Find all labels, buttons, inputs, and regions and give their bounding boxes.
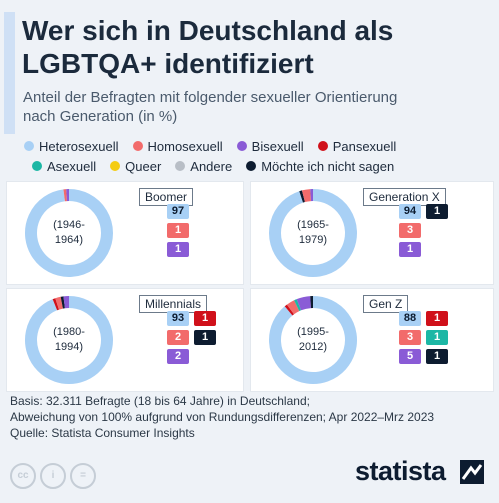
legend-item-0: Heterosexuell xyxy=(24,139,119,154)
value-badge-3-4: 5 xyxy=(399,349,421,364)
value-badge-2-3: 1 xyxy=(194,330,216,345)
legend-item-4: Asexuell xyxy=(32,159,96,174)
legend-swatch-2 xyxy=(236,141,247,151)
value-badge-2-2: 2 xyxy=(167,330,189,345)
footer-source: Quelle: Statista Consumer Insights xyxy=(10,426,195,440)
legend-label-1: Homosexuell xyxy=(147,138,223,154)
attribution-icon[interactable]: i xyxy=(40,463,66,489)
legend-item-6: Andere xyxy=(175,159,232,174)
donut-slice-1-2 xyxy=(301,189,312,203)
generation-label-0: Boomer xyxy=(139,188,194,206)
value-badge-0-1: 1 xyxy=(167,223,189,238)
legend-label-3: Pansexuell xyxy=(332,138,397,154)
legend-swatch-0 xyxy=(24,141,34,151)
chart-subtitle: Anteil der Befragten mit folgender sexue… xyxy=(23,88,493,126)
title-accent-bar xyxy=(4,12,15,134)
donut-chart-0 xyxy=(25,189,113,277)
license-icons: cc i = xyxy=(10,463,96,489)
generation-years-3: (1995- 2012) xyxy=(277,325,349,355)
value-badge-3-5: 1 xyxy=(426,349,448,364)
donut-slice-3-2 xyxy=(286,300,300,315)
legend-item-5: Queer xyxy=(110,159,161,174)
legend-swatch-5 xyxy=(110,161,121,171)
donut-chart-1 xyxy=(269,189,357,277)
generation-label-2: Millennials xyxy=(139,295,208,313)
chart-title-line-2: LGBTQA+ identifiziert xyxy=(22,48,314,79)
footer-notes: Basis: 32.311 Befragte (18 bis 64 Jahre)… xyxy=(10,393,495,441)
legend-swatch-4 xyxy=(32,161,42,171)
value-badge-3-2: 3 xyxy=(399,330,421,345)
donut-slice-2-0 xyxy=(25,296,113,384)
donut-chart-2 xyxy=(25,296,113,384)
donut-slice-3-1 xyxy=(284,304,295,316)
legend-label-2: Bisexuell xyxy=(251,138,304,154)
panel-3: (1995- 2012) Gen Z 88 3 5 1 1 1 xyxy=(250,288,494,392)
legend-label-7: Möchte ich nicht sagen xyxy=(261,158,395,174)
legend-item-2: Bisexuell xyxy=(236,138,304,154)
legend: Heterosexuell Homosexuell Bisexuell Pansexu… xyxy=(24,136,494,176)
chart-subtitle-line-1: Anteil der Befragten mit folgender sexue… xyxy=(23,89,398,106)
panel-2: (1980- 1994) Millennials 93 2 2 1 1 xyxy=(6,288,244,392)
generation-years-line-0-0: (1946- xyxy=(53,219,85,231)
chart-title-line-1: Wer sich in Deutschland als xyxy=(22,15,394,46)
donut-slice-3-0 xyxy=(269,296,357,384)
legend-label-6: Andere xyxy=(190,158,233,174)
donut-slice-3-4 xyxy=(296,296,312,311)
panel-0: (1946- 1964) Boomer 97 1 1 xyxy=(6,181,244,285)
brand-logo[interactable]: statista xyxy=(355,456,446,486)
legend-swatch-7 xyxy=(246,161,257,171)
value-badge-1-0: 94 xyxy=(399,204,421,219)
generation-years-line-3-1: 2012) xyxy=(298,341,328,353)
creative-commons-icon[interactable]: cc xyxy=(10,463,36,489)
donut-slice-1-0 xyxy=(269,189,357,277)
generation-years-line-0-1: 1964) xyxy=(54,234,84,246)
generation-years-1: (1965- 1979) xyxy=(277,218,349,248)
donut-slice-0-0 xyxy=(25,189,113,277)
value-badge-3-1: 1 xyxy=(426,311,448,326)
value-badge-2-1: 1 xyxy=(194,311,216,326)
legend-row-2: Asexuell Queer Andere Möchte ich nicht sage… xyxy=(24,156,494,176)
generation-label-1: Generation X xyxy=(363,188,446,206)
footer-deviation: Abweichung von 100% aufgrund von Rundung… xyxy=(10,410,435,424)
legend-item-3: Pansexuell xyxy=(317,138,397,154)
generation-years-line-1-0: (1965- xyxy=(297,219,329,231)
legend-label-5: Queer xyxy=(125,158,162,174)
chart-title: Wer sich in Deutschland als LGBTQA+ iden… xyxy=(22,14,492,80)
value-badge-3-0: 88 xyxy=(399,311,421,326)
donut-slice-3-3 xyxy=(294,299,302,312)
donut-slice-2-2 xyxy=(55,296,64,310)
chart-subtitle-line-2: nach Generation (in %) xyxy=(23,108,178,125)
statista-logo-icon xyxy=(460,460,484,484)
donut-slice-2-1 xyxy=(52,298,60,311)
generation-years-line-2-1: 1994) xyxy=(54,341,84,353)
legend-swatch-1 xyxy=(132,141,143,151)
panel-1: (1965- 1979) Generation X 94 3 1 1 xyxy=(250,181,494,285)
legend-item-7: Möchte ich nicht sagen xyxy=(246,159,394,174)
legend-swatch-3 xyxy=(317,141,328,151)
generation-years-0: (1946- 1964) xyxy=(33,218,105,248)
value-badge-2-4: 2 xyxy=(167,349,189,364)
value-badge-0-0: 97 xyxy=(167,204,189,219)
value-badge-1-2: 3 xyxy=(399,223,421,238)
value-badge-0-2: 1 xyxy=(167,242,189,257)
generation-years-2: (1980- 1994) xyxy=(33,325,105,355)
footer-basis: Basis: 32.311 Befragte (18 bis 64 Jahre)… xyxy=(10,394,310,408)
legend-swatch-6 xyxy=(175,161,186,171)
value-badge-1-3: 1 xyxy=(399,242,421,257)
value-badge-3-3: 1 xyxy=(426,330,448,345)
legend-item-1: Homosexuell xyxy=(132,138,223,154)
legend-label-0: Heterosexuell xyxy=(39,138,119,154)
legend-label-4: Asexuell xyxy=(47,158,97,174)
donut-chart-3 xyxy=(269,296,357,384)
generation-years-line-1-1: 1979) xyxy=(298,234,328,246)
generation-years-line-3-0: (1995- xyxy=(297,326,329,338)
no-derivatives-icon[interactable]: = xyxy=(70,463,96,489)
value-badge-1-1: 1 xyxy=(426,204,448,219)
donut-slice-1-1 xyxy=(299,190,306,203)
generation-label-3: Gen Z xyxy=(363,295,409,313)
legend-row-1: Heterosexuell Homosexuell Bisexuell Pansexu… xyxy=(24,136,494,156)
value-badge-2-0: 93 xyxy=(167,311,189,326)
generation-years-line-2-0: (1980- xyxy=(53,326,85,338)
